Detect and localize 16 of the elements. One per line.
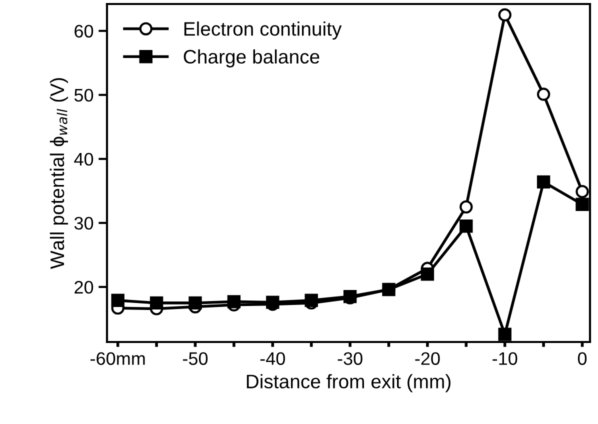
y-tick-label: 40 <box>74 152 94 166</box>
x-tick-label: -20 <box>415 352 440 365</box>
y-axis-title: Wall potential ϕ$_{wall}$ (V) <box>50 78 68 269</box>
x-tick-label: -30 <box>338 352 362 365</box>
x-tick-label: 0 <box>578 352 587 365</box>
y-tick-label: 20 <box>74 280 94 294</box>
x-tick-label: -50 <box>182 352 208 365</box>
y-tick-label: 30 <box>74 216 94 230</box>
legend-label: Electron continuity <box>184 22 342 40</box>
x-tick-label: -40 <box>260 352 285 365</box>
x-tick-label: -10 <box>492 352 518 365</box>
x-axis-title: Distance from exit (mm) <box>246 374 450 392</box>
y-tick-label: 50 <box>74 88 94 102</box>
y-tick-label: 60 <box>74 24 94 38</box>
legend-label: Charge balance <box>184 49 320 68</box>
x-tick-label: -60mm <box>90 352 145 365</box>
